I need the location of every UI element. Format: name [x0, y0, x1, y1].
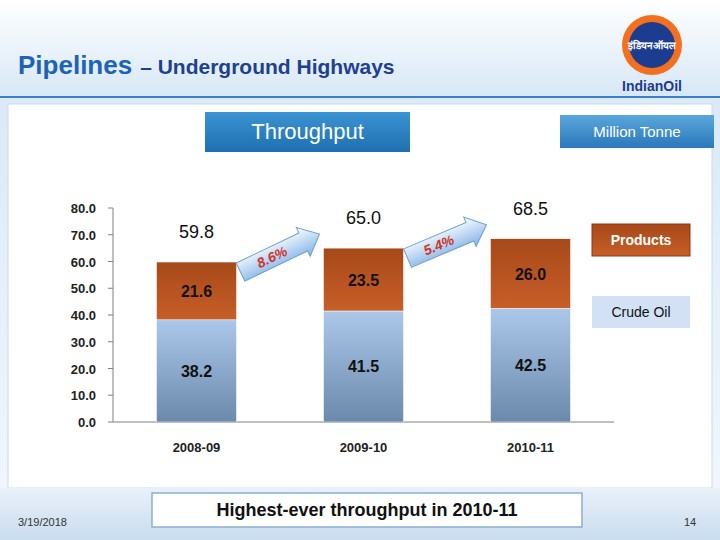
legend-label: Crude Oil [611, 304, 670, 320]
y-tick-label: 70.0 [71, 228, 96, 243]
growth-arrow-group: 8.6% [234, 220, 327, 287]
y-tick [108, 234, 113, 235]
footer-band [0, 488, 720, 540]
slide-date: 3/19/2018 [18, 516, 67, 528]
data-label: 26.0 [515, 266, 546, 283]
legend-swatch [592, 296, 690, 328]
total-label: 65.0 [346, 208, 381, 228]
data-label: 38.2 [181, 363, 212, 380]
bar-segment [491, 239, 571, 309]
y-tick [108, 341, 113, 342]
logo-text: IndianOil [622, 78, 682, 94]
unit-label: Million Tonne [593, 123, 680, 140]
bar-segment [324, 248, 404, 311]
unit-box [560, 115, 714, 148]
total-label: 68.5 [513, 199, 548, 219]
data-label: 23.5 [348, 272, 379, 289]
legend-label: Products [611, 232, 672, 248]
title-box [205, 112, 410, 152]
legend-swatch [592, 224, 690, 256]
total-label: 59.8 [179, 222, 214, 242]
header-band [0, 0, 720, 96]
y-axis: 0.0 10.0 20.0 30.0 40.0 50.0 60.0 70.0 80.0 [71, 201, 614, 430]
chart-title: Throughput [251, 119, 364, 144]
growth-arrows: 8.6% 5.4% [234, 210, 493, 286]
growth-label: 8.6% [254, 243, 290, 271]
data-label: 21.6 [181, 283, 212, 300]
page-number: 14 [684, 516, 696, 528]
growth-arrow [401, 210, 492, 273]
page: {"slide": {"heading": "Pipelines", "head… [0, 0, 720, 540]
y-tick [108, 368, 113, 369]
y-tick [108, 395, 113, 396]
data-labels: 38.2 41.5 42.5 21.6 23.5 26.0 59.8 65.0 68.5 [179, 199, 548, 380]
x-tick-label: 2009-10 [340, 440, 388, 455]
content-area [8, 104, 712, 488]
heading-main: Pipelines [18, 50, 132, 80]
y-tick-label: 80.0 [71, 201, 96, 216]
growth-label: 5.4% [421, 231, 457, 258]
footer-text: Highest-ever throughput in 2010-11 [216, 500, 517, 520]
footer-box [152, 493, 582, 527]
y-tick-label: 10.0 [71, 388, 96, 403]
heading-rest: – Underground Highways [140, 55, 394, 78]
y-tick [108, 315, 113, 316]
bar-segment [157, 262, 237, 320]
growth-arrow-group: 5.4% [401, 210, 492, 273]
y-tick-label: 30.0 [71, 335, 96, 350]
bar-segment [324, 311, 404, 422]
legend: Products Crude Oil [592, 224, 690, 328]
background [0, 0, 720, 540]
data-label: 41.5 [348, 358, 379, 375]
logo-hindi: इंडियनऑयल [627, 39, 677, 51]
bar-segment [157, 320, 237, 422]
y-tick-label: 60.0 [71, 255, 96, 270]
header-rule [0, 96, 720, 98]
slide: Pipelines – Underground Highways इंडियनऑयल… [0, 0, 720, 540]
logo-ring [622, 15, 682, 75]
y-tick [108, 422, 113, 423]
y-tick [108, 208, 113, 209]
heading: Pipelines – Underground Highways [18, 50, 395, 80]
y-tick-label: 50.0 [71, 281, 96, 296]
bar-segment [491, 308, 571, 422]
y-tick [108, 261, 113, 262]
x-tick-label: 2010-11 [507, 440, 554, 455]
bars [157, 239, 571, 422]
growth-arrow [234, 220, 327, 287]
x-tick-label: 2008-09 [173, 440, 221, 455]
y-tick-label: 40.0 [71, 308, 96, 323]
data-label: 42.5 [515, 357, 546, 374]
y-tick-label: 0.0 [78, 415, 96, 430]
y-tick [108, 288, 113, 289]
y-tick-label: 20.0 [71, 362, 96, 377]
